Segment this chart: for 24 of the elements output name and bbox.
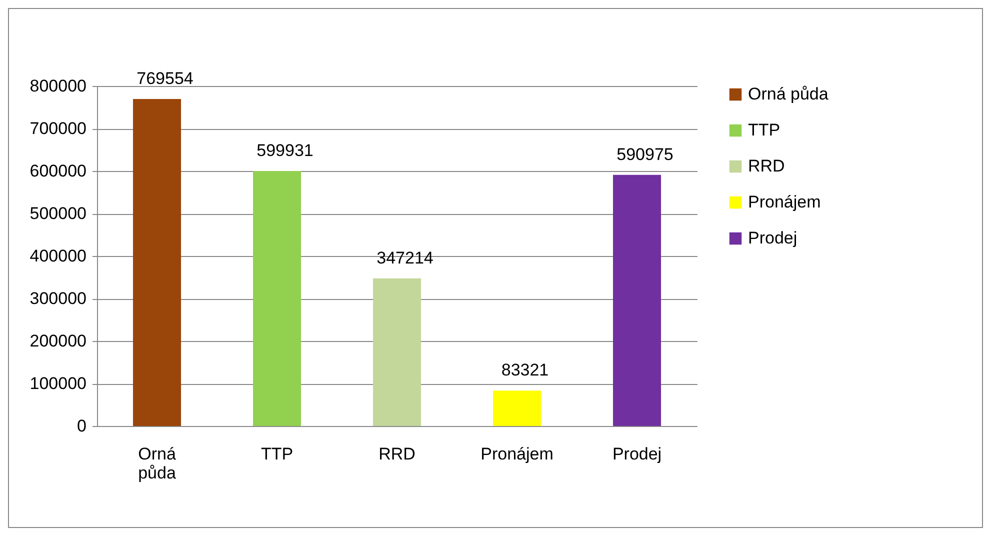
legend-label: RRD xyxy=(748,156,785,176)
y-tick-label: 400000 xyxy=(30,246,86,266)
legend-label: Prodej xyxy=(748,228,798,248)
data-label: 590975 xyxy=(616,144,674,164)
y-tick-label: 200000 xyxy=(30,332,86,350)
legend-label: Orná půda xyxy=(748,84,829,104)
y-tick-label: 500000 xyxy=(30,204,86,223)
data-label: 599931 xyxy=(256,141,314,160)
x-tick-label: RRD xyxy=(378,444,416,464)
data-label: 769554 xyxy=(136,68,194,88)
y-tick-label: 700000 xyxy=(30,119,86,138)
y-tick-label: 300000 xyxy=(30,289,86,308)
data-label: 347214 xyxy=(376,248,434,268)
x-tick-label: Prodej xyxy=(612,444,662,464)
data-label: 83321 xyxy=(501,360,549,380)
y-tick-label: 600000 xyxy=(30,162,86,180)
y-tick-label: 0 xyxy=(77,416,86,436)
legend-label: TTP xyxy=(748,120,780,140)
y-tick-label: 800000 xyxy=(30,76,86,96)
x-tick-label: Pronájem xyxy=(480,444,554,464)
legend-label: Pronájem xyxy=(748,192,821,212)
x-tick-label: TTP xyxy=(260,444,294,464)
y-tick-label: 100000 xyxy=(30,374,86,393)
x-tick-label: Orná půda xyxy=(138,444,176,482)
